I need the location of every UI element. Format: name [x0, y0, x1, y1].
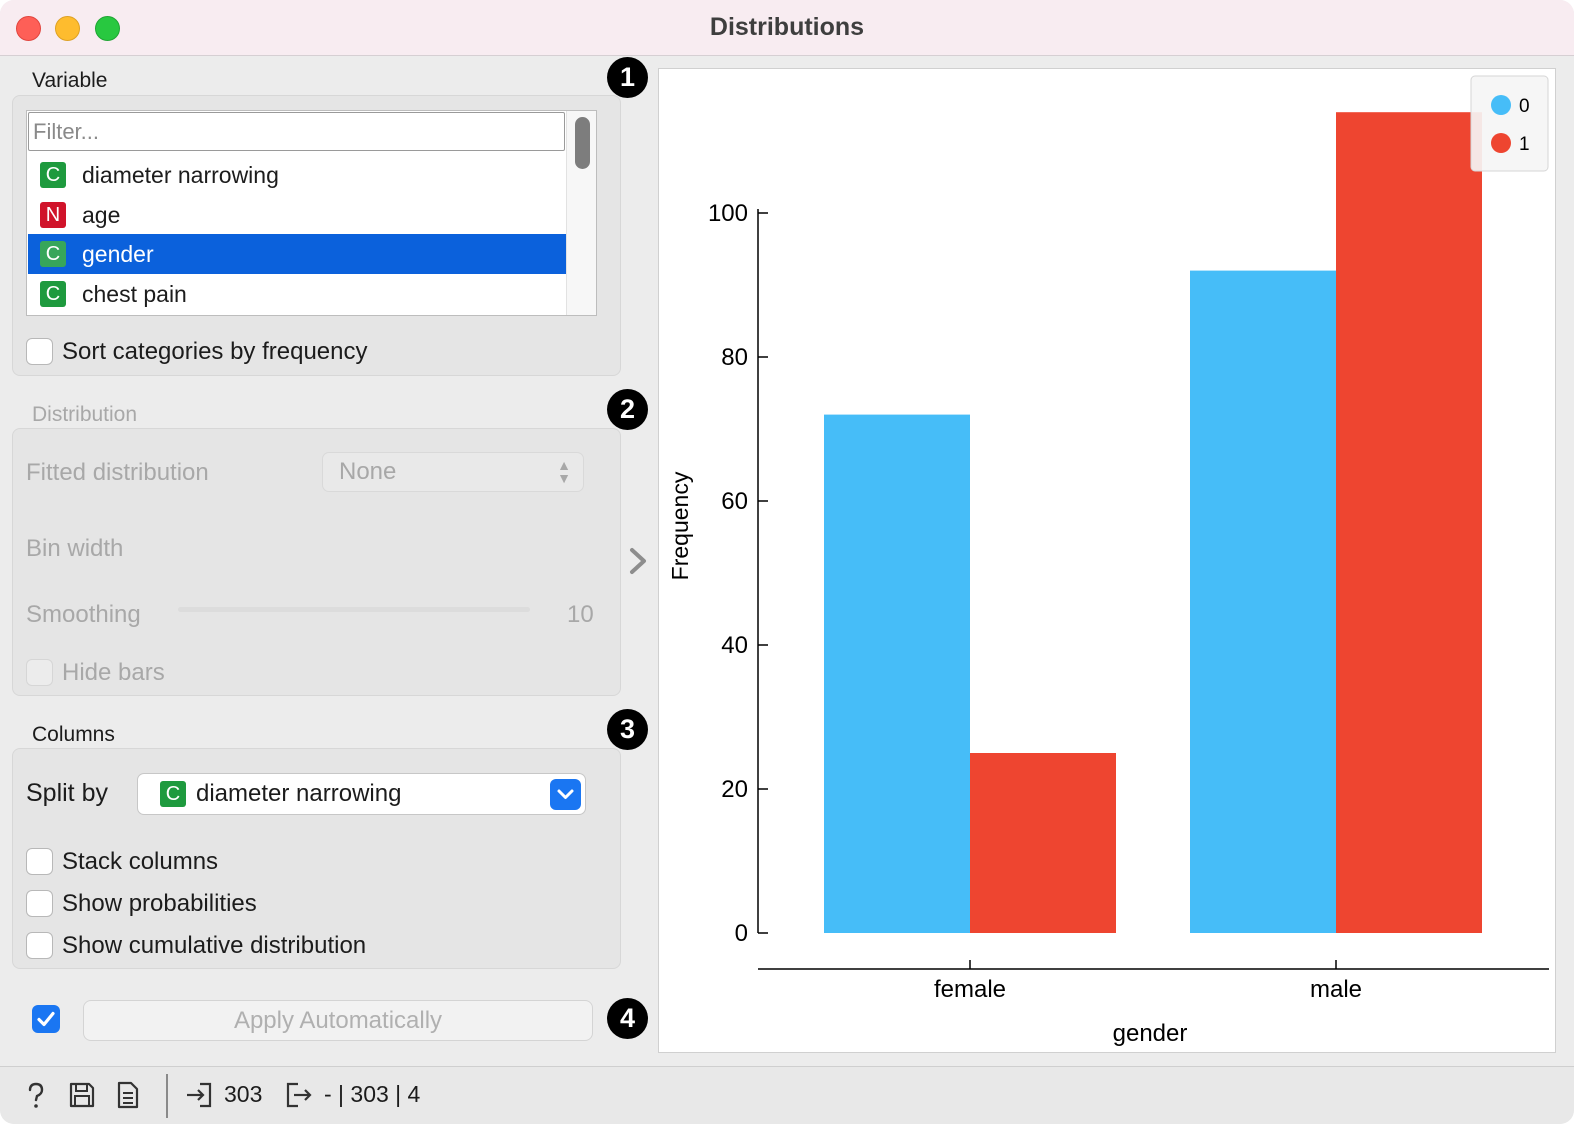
variable-item-age[interactable]: N age: [28, 195, 566, 235]
variable-list-scrollbar[interactable]: [566, 111, 596, 315]
smoothing-label: Smoothing: [26, 601, 141, 628]
columns-group-label: Columns: [32, 723, 115, 746]
split-by-value: diameter narrowing: [196, 780, 402, 807]
legend-marker: [1491, 133, 1511, 153]
variable-list[interactable]: C diameter narrowing N age C gender C ch…: [26, 110, 597, 316]
output-icon: [284, 1080, 314, 1110]
categorical-type-icon: C: [40, 162, 66, 188]
x-tick-label: female: [934, 976, 1006, 1003]
bar: [1336, 112, 1482, 933]
fitted-distribution-label: Fitted distribution: [26, 459, 209, 486]
maximize-window-button[interactable]: [95, 16, 120, 41]
variable-filter-input[interactable]: [28, 112, 565, 151]
bin-width-label: Bin width: [26, 535, 124, 562]
input-icon: [184, 1080, 214, 1110]
apply-automatically-button[interactable]: Apply Automatically: [83, 1000, 593, 1041]
legend-label: 1: [1519, 134, 1530, 155]
chevron-right-icon[interactable]: [626, 546, 650, 576]
bar: [1190, 270, 1336, 934]
split-by-label: Split by: [26, 779, 108, 807]
categorical-type-icon: C: [40, 241, 66, 267]
show-cumulative-label: Show cumulative distribution: [62, 932, 367, 959]
title-bar: Distributions: [0, 0, 1574, 56]
fitted-distribution-value: None: [339, 458, 397, 485]
up-down-chevron-icon: ▲ ▼: [557, 457, 571, 486]
variable-item-label: diameter narrowing: [82, 162, 279, 188]
minimize-window-button[interactable]: [55, 16, 80, 41]
show-probabilities-checkbox[interactable]: [26, 890, 53, 917]
variable-item-label: gender: [82, 241, 154, 267]
fitted-distribution-select[interactable]: None ▲ ▼: [322, 452, 584, 492]
variable-group-label: Variable: [32, 69, 108, 92]
callout-badge-1: 1: [607, 57, 648, 98]
report-icon[interactable]: [113, 1080, 143, 1110]
status-bar: 303 - | 303 | 4: [0, 1066, 1574, 1124]
bar: [970, 753, 1116, 933]
split-by-select[interactable]: C diameter narrowing: [137, 773, 586, 815]
input-count: 303: [224, 1081, 263, 1107]
sort-by-frequency-label: Sort categories by frequency: [62, 338, 368, 365]
y-axis-title: Frequency: [667, 471, 693, 580]
y-tick-label: 80: [721, 344, 748, 371]
distribution-plot[interactable]: 0 20 40 60 80 100 Frequency female male gender 0 1: [658, 68, 1556, 1053]
callout-badge-4: 4: [607, 998, 648, 1039]
scrollbar-thumb[interactable]: [575, 117, 590, 169]
apply-automatically-checkbox[interactable]: [32, 1005, 60, 1033]
numeric-type-icon: N: [40, 202, 66, 228]
help-icon[interactable]: [21, 1080, 51, 1110]
chevron-down-icon[interactable]: [550, 779, 581, 810]
smoothing-slider[interactable]: [178, 607, 530, 612]
y-tick-label: 20: [721, 776, 748, 803]
callout-badge-3: 3: [607, 709, 648, 750]
categorical-type-icon: C: [160, 781, 186, 807]
legend-marker: [1491, 95, 1511, 115]
categorical-type-icon: C: [40, 281, 66, 307]
legend-label: 0: [1519, 96, 1530, 117]
x-axis-title: gender: [1113, 1020, 1188, 1047]
bar-chart: 0 20 40 60 80 100 Frequency female male gender 0 1: [667, 75, 1549, 1047]
y-tick-label: 0: [735, 920, 748, 947]
y-tick-label: 60: [721, 488, 748, 515]
show-cumulative-checkbox[interactable]: [26, 932, 53, 959]
bar: [824, 414, 970, 934]
variable-item-chest-pain[interactable]: C chest pain: [28, 274, 566, 314]
close-window-button[interactable]: [16, 16, 41, 41]
status-separator: [166, 1074, 168, 1118]
show-probabilities-label: Show probabilities: [62, 890, 257, 917]
y-tick-label: 40: [721, 632, 748, 659]
variable-item-label: chest pain: [82, 281, 187, 307]
variable-item-gender[interactable]: C gender: [28, 234, 566, 274]
distribution-group-label: Distribution: [32, 403, 138, 426]
smoothing-value: 10: [567, 601, 594, 628]
callout-badge-2: 2: [607, 389, 648, 430]
x-tick-label: male: [1310, 976, 1362, 1003]
y-tick-label: 100: [708, 200, 748, 227]
window-title: Distributions: [709, 13, 865, 41]
variable-item-label: age: [82, 202, 121, 228]
save-icon[interactable]: [67, 1080, 97, 1110]
variable-item-diameter-narrowing[interactable]: C diameter narrowing: [28, 155, 566, 195]
legend-box: [1470, 75, 1549, 172]
stack-columns-checkbox[interactable]: [26, 848, 53, 875]
hide-bars-checkbox[interactable]: [26, 659, 53, 686]
stack-columns-label: Stack columns: [62, 848, 219, 875]
sort-by-frequency-checkbox[interactable]: [26, 338, 53, 365]
output-summary: - | 303 | 4: [324, 1081, 421, 1107]
hide-bars-label: Hide bars: [62, 659, 165, 686]
